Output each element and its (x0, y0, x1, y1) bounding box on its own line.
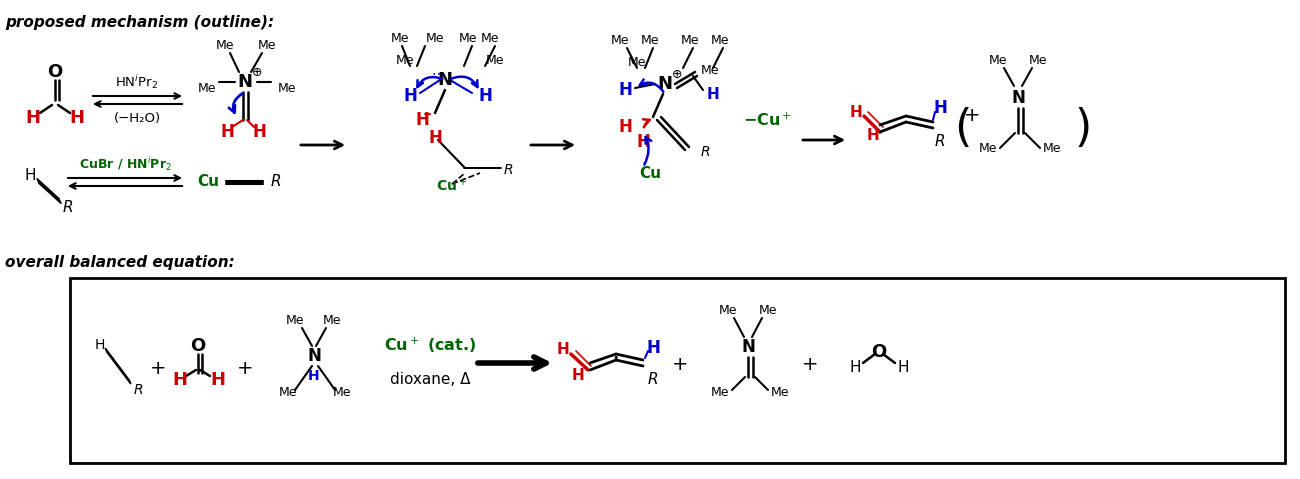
Text: O: O (190, 337, 205, 355)
Text: Me: Me (711, 34, 729, 46)
Text: Me: Me (641, 34, 659, 46)
Text: Me: Me (333, 387, 351, 399)
Text: Me: Me (459, 32, 477, 45)
Text: R: R (270, 174, 281, 190)
Text: H: H (849, 361, 861, 376)
Text: Me: Me (481, 32, 499, 45)
Text: Me: Me (395, 54, 415, 67)
Text: +: + (963, 105, 980, 125)
Text: Me: Me (1028, 54, 1048, 67)
Text: Me: Me (701, 64, 719, 77)
Text: H: H (556, 342, 569, 357)
Text: H: H (572, 368, 585, 384)
Text: −Cu$^+$: −Cu$^+$ (744, 111, 793, 129)
Text: H: H (211, 371, 225, 389)
Text: +: + (150, 358, 166, 377)
Text: Cu$^+$ (cat.): Cu$^+$ (cat.) (384, 335, 476, 354)
Text: H: H (646, 339, 660, 357)
Text: H: H (867, 127, 879, 142)
Text: dioxane, Δ: dioxane, Δ (390, 373, 471, 388)
Text: ): ) (1074, 106, 1092, 149)
Text: R: R (62, 199, 73, 215)
Text: H: H (897, 361, 909, 376)
Text: Me: Me (719, 304, 737, 317)
Text: Me: Me (628, 56, 646, 68)
Text: Me: Me (979, 141, 997, 155)
Text: H: H (252, 123, 266, 141)
Text: Me: Me (216, 38, 234, 52)
Text: H: H (220, 123, 234, 141)
Text: Me: Me (322, 313, 341, 327)
Text: Me: Me (711, 387, 729, 399)
Text: (−H₂O): (−H₂O) (113, 112, 161, 125)
Text: R: R (935, 135, 945, 149)
Text: ⋯: ⋯ (432, 66, 445, 80)
Text: H: H (707, 87, 719, 102)
Text: R: R (133, 383, 143, 397)
Text: proposed mechanism (outline):: proposed mechanism (outline): (5, 15, 274, 30)
Text: H: H (618, 118, 632, 136)
Text: +: + (672, 355, 688, 375)
Text: N: N (438, 71, 452, 89)
Text: Me: Me (771, 387, 789, 399)
Text: O: O (47, 63, 62, 81)
Text: N: N (307, 347, 321, 365)
Text: CuBr / HN$^i$Pr$_2$: CuBr / HN$^i$Pr$_2$ (78, 155, 172, 173)
Text: R: R (503, 163, 512, 177)
Text: H: H (618, 81, 632, 99)
Text: Me: Me (278, 387, 298, 399)
Text: Me: Me (989, 54, 1008, 67)
Text: ⊕: ⊕ (252, 66, 263, 79)
Text: N: N (238, 73, 252, 91)
Text: H: H (636, 133, 650, 151)
Text: O: O (871, 343, 887, 361)
Text: R: R (647, 373, 658, 388)
Text: Me: Me (681, 34, 699, 46)
Text: •: • (612, 353, 619, 363)
Text: Cu: Cu (198, 174, 218, 190)
Text: overall balanced equation:: overall balanced equation: (5, 255, 235, 270)
Text: H: H (403, 87, 417, 105)
Text: H: H (26, 109, 40, 127)
Text: ⊕: ⊕ (672, 68, 682, 80)
Text: Me: Me (391, 32, 410, 45)
Text: Cu: Cu (640, 167, 660, 182)
Text: N: N (1011, 89, 1024, 107)
Text: H: H (69, 109, 84, 127)
Text: Me: Me (198, 81, 216, 94)
Text: Me: Me (278, 81, 296, 94)
Text: Me: Me (611, 34, 629, 46)
Text: Me: Me (486, 54, 504, 67)
Text: Me: Me (1043, 141, 1061, 155)
Text: Me: Me (426, 32, 445, 45)
Text: H: H (428, 129, 442, 147)
Text: R: R (701, 145, 710, 159)
Text: H: H (478, 87, 491, 105)
Text: H: H (850, 104, 862, 119)
Text: Me: Me (759, 304, 777, 317)
Text: H: H (308, 369, 320, 383)
Text: H: H (95, 338, 105, 352)
Text: Cu$^+$: Cu$^+$ (437, 177, 468, 194)
Text: N: N (741, 338, 755, 356)
Text: H: H (25, 168, 36, 182)
Text: Me: Me (286, 313, 304, 327)
Text: H: H (173, 371, 187, 389)
Text: H: H (415, 111, 429, 129)
Text: +: + (802, 355, 818, 375)
Text: +: + (237, 358, 254, 377)
Text: N: N (658, 75, 672, 93)
Text: H: H (933, 99, 946, 117)
Text: HN$^i$Pr$_2$: HN$^i$Pr$_2$ (116, 73, 159, 91)
Text: (: ( (954, 106, 971, 149)
Text: Me: Me (257, 38, 276, 52)
